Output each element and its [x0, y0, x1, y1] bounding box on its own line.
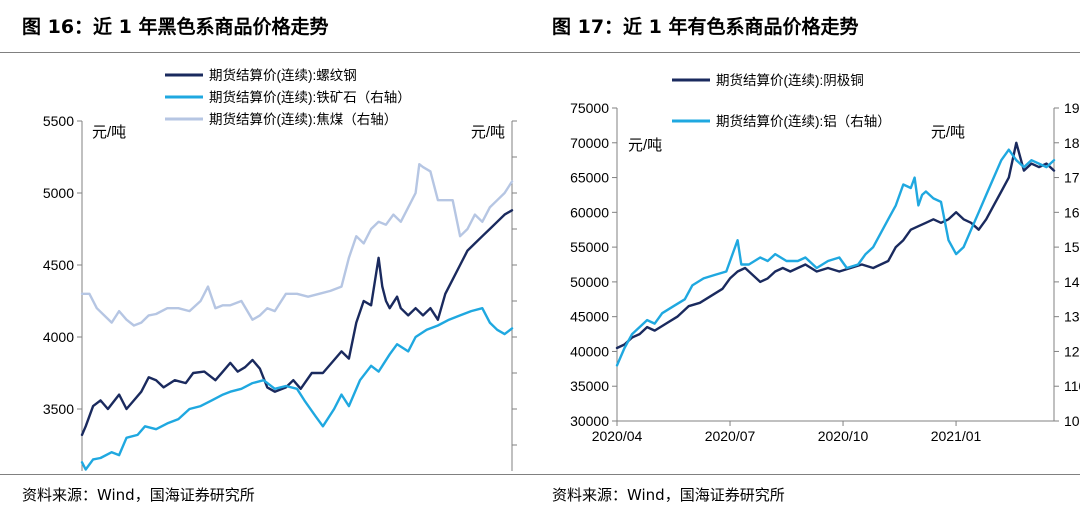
left-source-note: 资料来源：Wind，国海证券研究所	[22, 486, 255, 504]
legend-label-2: 期货结算价(连续):铝（右轴）	[716, 113, 891, 129]
y-tick-label-left: 60000	[570, 204, 609, 220]
left-axis-unit-label: 元/吨	[92, 124, 126, 141]
y-tick-label-left: 4000	[43, 329, 74, 345]
y-tick-label-left: 40000	[570, 343, 609, 359]
legend-label-1: 期货结算价(连续):阴极铜	[716, 72, 864, 88]
x-tick-label: 2020/04	[592, 428, 643, 444]
y-tick-label-right: 14000	[1064, 274, 1080, 290]
right-source-note: 资料来源：Wind，国海证券研究所	[552, 486, 785, 504]
black-commodities-chart: 3000350040004500500055002020/042020/0720…	[43, 67, 517, 471]
right-axis-unit-label: 元/吨	[931, 124, 965, 141]
y-tick-label-left: 45000	[570, 309, 609, 325]
y-tick-label-right: 13000	[1064, 309, 1080, 325]
y-tick-label-right: 12000	[1064, 343, 1080, 359]
y-tick-label-right: 17000	[1064, 170, 1080, 186]
y-tick-label-left: 5000	[43, 185, 74, 201]
y-tick-label-right: 11000	[1064, 378, 1080, 394]
y-tick-label-right: 10000	[1064, 413, 1080, 429]
x-tick-label: 2021/01	[931, 428, 982, 444]
left-chart-title: 图 16：近 1 年黑色系商品价格走势	[22, 16, 329, 38]
right-axis-unit-label: 元/吨	[471, 124, 505, 141]
y-tick-label-right: 15000	[1064, 239, 1080, 255]
series-line-1	[80, 209, 514, 437]
y-tick-label-left: 50000	[570, 274, 609, 290]
legend-label-1: 期货结算价(连续):螺纹钢	[209, 67, 357, 83]
y-tick-label-left: 75000	[570, 100, 609, 116]
series-line-2	[615, 148, 1056, 367]
y-tick-label-left: 70000	[570, 135, 609, 151]
y-tick-label-left: 65000	[570, 170, 609, 186]
y-tick-label-left: 35000	[570, 378, 609, 394]
legend-label-2: 期货结算价(连续):铁矿石（右轴）	[209, 89, 411, 105]
left-axis-unit-label: 元/吨	[628, 137, 662, 154]
y-tick-label-left: 3500	[43, 401, 74, 417]
y-tick-label-right: 18000	[1064, 135, 1080, 151]
series-line-2	[80, 306, 514, 471]
y-tick-label-right: 16000	[1064, 204, 1080, 220]
y-tick-label-left: 30000	[570, 413, 609, 429]
y-tick-label-left: 5500	[43, 113, 74, 129]
y-tick-label-left: 55000	[570, 239, 609, 255]
series-line-1	[615, 141, 1056, 350]
x-tick-label: 2020/10	[818, 428, 869, 444]
series-line-3	[80, 162, 514, 327]
x-tick-label: 2020/07	[705, 428, 756, 444]
nonferrous-commodities-chart: 30000 35000 40000 45000 50000 55000 60000 65000…	[570, 72, 1080, 444]
y-tick-label-right: 19000	[1064, 100, 1080, 116]
header-divider	[0, 52, 1080, 53]
legend-label-3: 期货结算价(连续):焦煤（右轴）	[209, 111, 397, 127]
right-chart-title: 图 17：近 1 年有色系商品价格走势	[552, 16, 859, 38]
y-tick-label-left: 4500	[43, 257, 74, 273]
footer-divider	[0, 474, 1080, 475]
